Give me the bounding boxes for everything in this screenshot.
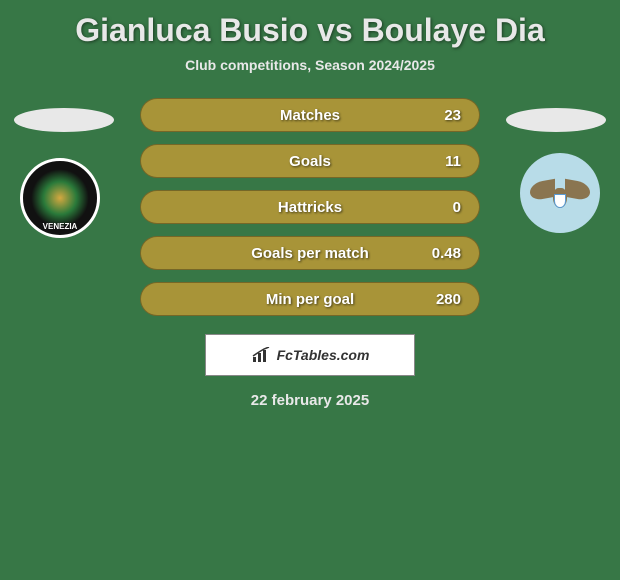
player-marker-left (14, 108, 114, 132)
stat-row-matches: Matches 23 (140, 98, 480, 132)
club-logo-venezia: VENEZIA (20, 158, 100, 238)
stat-value: 23 (444, 107, 461, 124)
stat-label: Goals per match (251, 245, 369, 262)
lazio-badge (520, 153, 600, 233)
venezia-label: VENEZIA (23, 222, 97, 231)
chart-icon (251, 347, 271, 363)
stat-row-goals: Goals 11 (140, 144, 480, 178)
stat-label: Min per goal (266, 291, 354, 308)
subtitle: Club competitions, Season 2024/2025 (0, 57, 620, 73)
comparison-content: VENEZIA Matches 23 Goals 11 Hattricks 0 … (0, 98, 620, 409)
stat-row-min-per-goal: Min per goal 280 (140, 282, 480, 316)
attribution-badge: FcTables.com (205, 334, 415, 376)
stat-value: 280 (436, 291, 461, 308)
stat-label: Matches (280, 107, 340, 124)
attribution-text: FcTables.com (277, 347, 370, 363)
venezia-badge: VENEZIA (20, 158, 100, 238)
club-logo-lazio (520, 153, 600, 233)
stat-label: Hattricks (278, 199, 342, 216)
stat-value: 0 (453, 199, 461, 216)
eagle-icon (530, 176, 590, 211)
stat-label: Goals (289, 153, 331, 170)
date: 22 february 2025 (10, 392, 610, 409)
stat-row-goals-per-match: Goals per match 0.48 (140, 236, 480, 270)
player-marker-right (506, 108, 606, 132)
stat-row-hattricks: Hattricks 0 (140, 190, 480, 224)
stats-container: Matches 23 Goals 11 Hattricks 0 Goals pe… (140, 98, 480, 316)
page-title: Gianluca Busio vs Boulaye Dia (0, 0, 620, 57)
stat-value: 11 (445, 153, 461, 170)
stat-value: 0.48 (432, 245, 461, 262)
